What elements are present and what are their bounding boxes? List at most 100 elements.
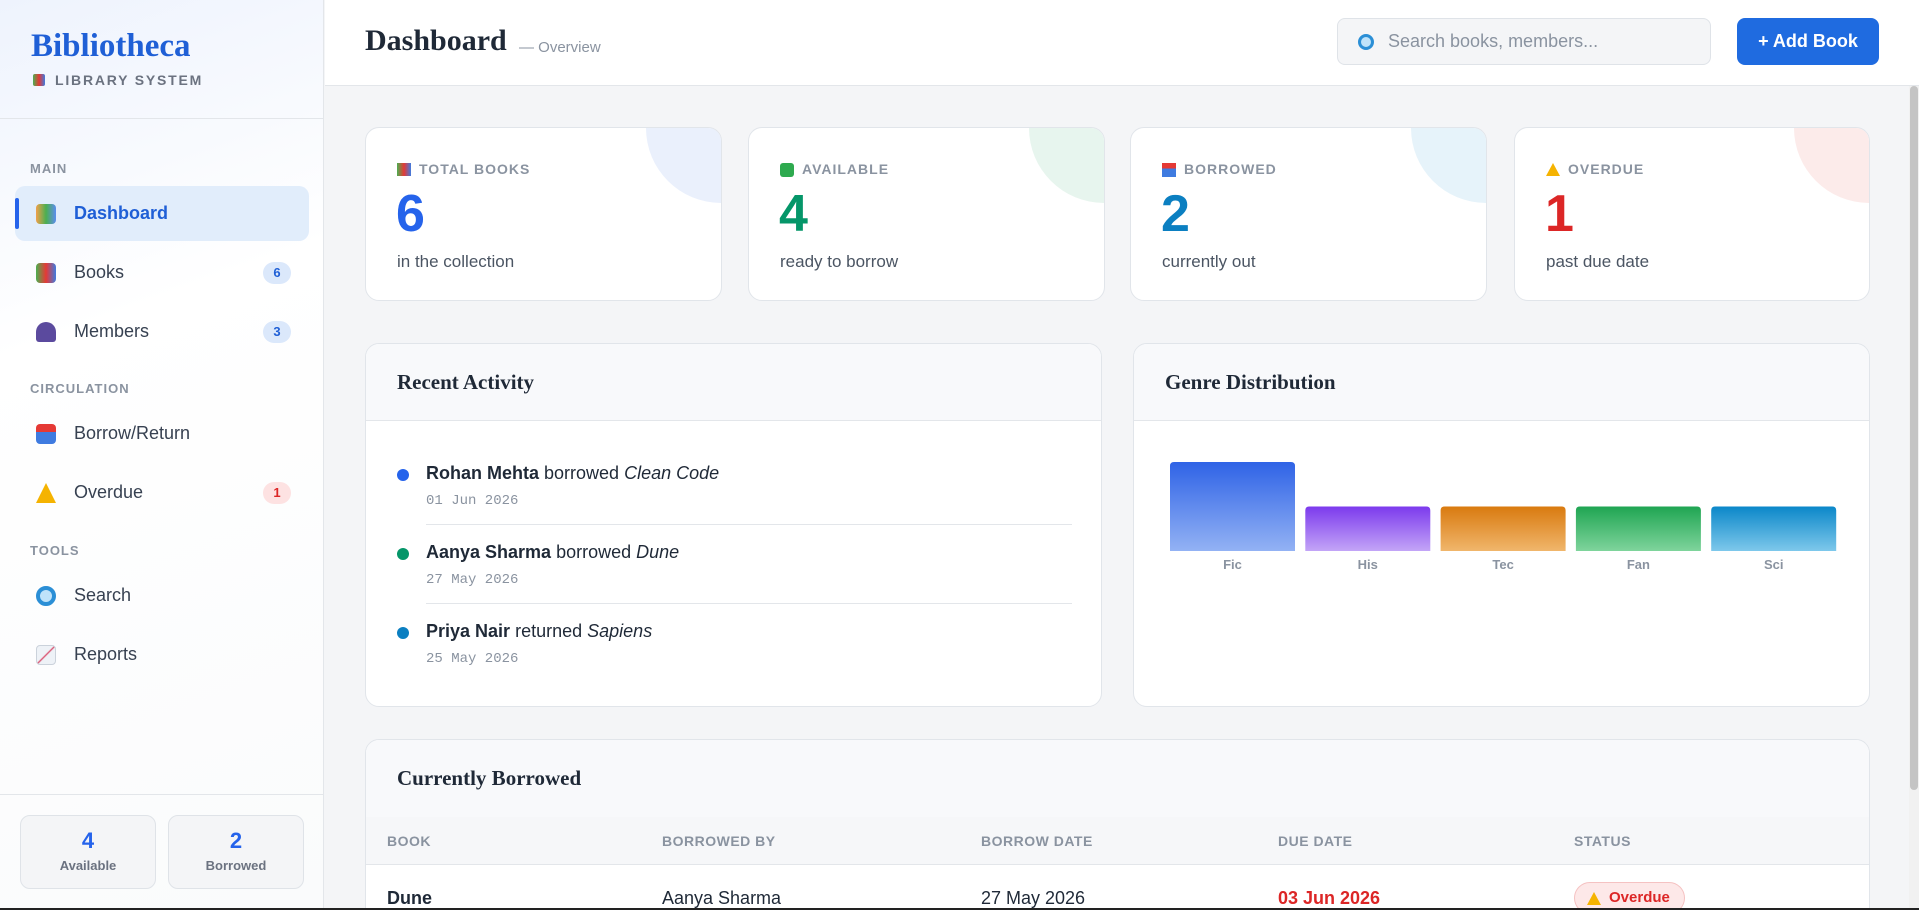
panel-title: Genre Distribution [1165,370,1336,394]
search-box[interactable]: Search books, members... [1337,18,1711,65]
bar [1575,506,1701,551]
table-cell: 27 May 2026 [981,888,1086,908]
stat-caption: currently out [1162,252,1256,271]
table-column-header: BORROWED BY [662,833,776,849]
stat-caption: ready to borrow [780,252,899,271]
table-cell: 03 Jun 2026 [1278,888,1381,908]
mini-stat-value: 2 [229,828,243,853]
stat-label: OVERDUE [1568,161,1645,177]
x-tick-label: Sci [1764,557,1784,572]
x-tick-label: Tec [1492,557,1513,572]
page-title: Dashboard [365,24,507,57]
warning-icon [1587,892,1601,905]
activity-text: Priya Nair returned Sapiens [426,621,652,642]
stat-card: BORROWED 2 currently out [1130,127,1487,301]
activity-text: Rohan Mehta borrowed Clean Code [426,463,719,484]
stat-card: TOTAL BOOKS 6 in the collection [365,127,722,301]
stat-card: OVERDUE 1 past due date [1514,127,1870,301]
table-header [366,817,1869,865]
add-book-button[interactable]: + Add Book [1737,18,1879,65]
stat-value: 1 [1545,185,1574,243]
stat-value: 4 [779,185,808,243]
panel-title: Currently Borrowed [397,766,582,790]
search-icon [1358,34,1374,50]
activity-panel: Recent Activity Rohan Mehta borrowed Cle… [365,343,1102,707]
nav-item[interactable]: Borrow/Return [15,406,309,461]
header: Dashboard — Overview Search books, membe… [325,0,1919,86]
mini-stat: 4 Available [20,815,156,889]
activity-date: 25 May 2026 [426,651,519,667]
table-cell: Aanya Sharma [662,888,782,908]
nav-badge: 6 [263,262,291,284]
nav-item[interactable]: Members 3 [15,304,309,359]
nav-item[interactable]: Books 6 [15,245,309,300]
activity-book: Clean Code [624,463,720,483]
panel-title: Recent Activity [397,370,535,394]
page-subtitle: — Overview [519,39,601,56]
nav-badge: 3 [263,321,291,343]
stat-value: 6 [396,185,425,243]
search-placeholder: Search books, members... [1388,31,1599,51]
activity-date: 27 May 2026 [426,572,519,588]
bar [1711,506,1837,551]
stat-label: AVAILABLE [802,161,890,177]
table-column-header: STATUS [1574,833,1631,849]
genre-panel: Genre Distribution Fic His Tec Fan Sci [1133,343,1870,707]
divider [0,118,323,119]
stat-card: AVAILABLE 4 ready to borrow [748,127,1105,301]
divider [0,794,323,795]
genre-chart: Fic His Tec Fan Sci [1170,462,1837,572]
nav-section: CIRCULATION [30,381,130,396]
divider [426,603,1072,604]
activity-member: Rohan Mehta [426,463,540,483]
activity-book: Sapiens [587,621,653,641]
status-pill: Overdue [1574,882,1685,910]
nav-label: Borrow/Return [74,423,191,443]
table-cell: Overdue [1609,889,1670,906]
activity-date: 01 Jun 2026 [426,493,519,509]
nav-section: TOOLS [30,543,80,558]
activity-action: returned [515,621,583,641]
stat-caption: past due date [1546,252,1650,271]
stat-value: 2 [1161,185,1190,243]
stat-caption: in the collection [397,252,515,271]
nav-badge: 1 [263,482,291,504]
nav-item[interactable]: Overdue 1 [15,465,309,520]
nav-label: Dashboard [74,203,169,223]
nav-label: Search [74,585,132,605]
divider [426,524,1072,525]
mini-stat-label: Available [59,858,117,873]
x-tick-label: His [1358,557,1378,572]
table-cell: Dune [387,888,432,908]
activity-dot [397,548,409,560]
activity-dot [397,627,409,639]
activity-dot [397,469,409,481]
bar [1305,506,1431,551]
brand-icon [33,74,45,86]
table-column-header: BORROW DATE [981,833,1093,849]
borrowed-panel: Currently Borrowed BOOK BORROWED BY BORROW… [365,739,1870,910]
mini-stat: 2 Borrowed [168,815,304,889]
mini-stat-value: 4 [81,828,95,853]
nav-label: Overdue [74,482,144,502]
bar [1170,462,1295,551]
stat-label: BORROWED [1184,161,1277,177]
nav-label: Books [74,262,125,282]
mini-stat-label: Borrowed [205,858,267,873]
activity-member: Aanya Sharma [426,542,552,562]
activity-action: borrowed [556,542,632,562]
activity-member: Priya Nair [426,621,511,641]
nav-item[interactable]: Reports [15,627,309,682]
stat-label: TOTAL BOOKS [419,161,531,177]
nav-item[interactable]: Dashboard [15,186,309,241]
nav-section: MAIN [30,161,68,176]
brand-title: Bibliotheca [31,28,191,64]
nav-label: Members [74,321,150,341]
brand-subtitle: LIBRARY SYSTEM [55,72,204,88]
nav-label: Reports [74,644,138,664]
table-column-header: DUE DATE [1278,833,1353,849]
nav-item[interactable]: Search [15,568,309,623]
scrollbar [1909,86,1919,910]
